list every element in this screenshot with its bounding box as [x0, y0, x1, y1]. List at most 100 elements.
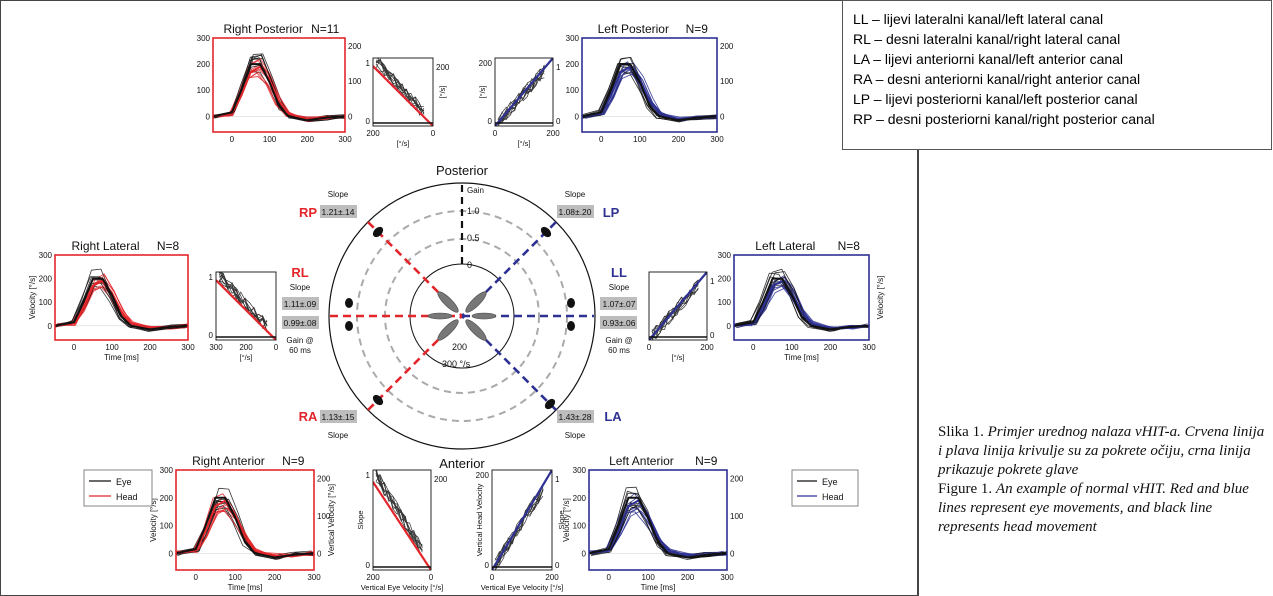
ll-gain60-box	[600, 316, 637, 329]
scatter-panel-lp: 0 200 [°/s] 200 0 1 0 [°/s]	[478, 57, 561, 148]
x-tick-label: 100	[228, 573, 242, 582]
scatter-trace	[494, 489, 544, 569]
legend-lp: LP – lijevi posteriorni kanal/left poste…	[853, 91, 1138, 107]
x-tick-label: 0	[606, 573, 611, 582]
panel-title: Right Anterior	[192, 454, 265, 468]
la-slope-value: 1.43±.28	[558, 412, 591, 422]
y-axis-label: Velocity [°/s]	[149, 498, 158, 542]
left-anterior-panel: Left Anterior N=9 300 200 100 0 200 100 0 0 100 200…	[562, 454, 744, 592]
x-axis-label: [°/s]	[671, 353, 684, 362]
rl-label: RL	[291, 265, 308, 280]
panel-frame	[175, 469, 315, 571]
rl-slope-box	[282, 297, 319, 310]
traces	[734, 268, 869, 333]
caption-hr-text: Primjer urednog nalaza vHIT-a. Crvena li…	[938, 424, 1265, 478]
y-tick-label: 100	[573, 522, 587, 531]
y-tick-label: 300	[197, 34, 211, 43]
y-tick-label: 0	[575, 112, 580, 121]
rp-slope-value: 1.21±.14	[321, 207, 354, 217]
panel-frame	[588, 469, 728, 571]
panel-n: N=9	[695, 454, 718, 468]
x-tick-label: 300	[710, 135, 724, 144]
x-axis-label: Vertical Eye Velocity [°/s]	[361, 583, 444, 592]
traces	[176, 487, 314, 560]
x-tick-label: 300	[209, 343, 223, 352]
figure-caption: Slika 1. Primjer urednog nalaza vHIT-a. …	[938, 423, 1268, 537]
y-left-tick-label: 1	[366, 471, 371, 480]
x-tick-label: 0	[751, 343, 756, 352]
la-slope-box	[557, 410, 594, 423]
x-tick-label: 300	[720, 573, 734, 582]
y-right-tick-label: 1	[556, 63, 561, 72]
rl-slope-value: 1.11±.09	[284, 299, 317, 309]
x-axis-label: [°/s]	[396, 139, 409, 148]
y-tick-label: 300	[160, 466, 174, 475]
panel-n: N=8	[157, 239, 180, 253]
x-tick-label: 0	[647, 343, 652, 352]
scatter-frame	[372, 57, 434, 127]
y-right-tick-label: 200	[436, 63, 450, 72]
y-left-tick-label: 0	[488, 117, 493, 126]
y-axis-label: [°/s]	[478, 85, 487, 98]
eye-trace	[589, 493, 724, 556]
scatter-trace	[375, 59, 425, 107]
regression-line	[216, 279, 276, 340]
x-tick-label: 200	[239, 343, 253, 352]
x-tick-label: 200	[301, 135, 315, 144]
y-left-tick-label: 0	[485, 561, 490, 570]
y-right-tick-label: 1	[555, 475, 560, 484]
y-right-tick-label: 0	[348, 112, 353, 121]
panel-title: Right Lateral	[72, 239, 140, 253]
panel-frame	[212, 37, 346, 133]
scatter-trace	[375, 58, 425, 114]
panel-title: Left Lateral	[755, 239, 815, 253]
velocity-tick-200: 200	[452, 342, 467, 352]
x-tick-label: 100	[641, 573, 655, 582]
y-right-tick-label: 200	[434, 475, 448, 484]
scatter-trace	[494, 486, 544, 567]
legend-rp: RP – desni posteriorni kanal/right poste…	[853, 111, 1155, 127]
rl-gain60-marker	[345, 321, 353, 331]
rl-slope-label: Slope	[290, 283, 311, 292]
lp-slope-value: 1.08±.20	[558, 207, 591, 217]
x-tick-label: 200	[672, 135, 686, 144]
rl-gain60-label-1: Gain @	[286, 336, 313, 345]
x-tick-label: 200	[546, 129, 560, 138]
panel-n: N=9	[686, 22, 709, 36]
head-trace	[734, 268, 869, 333]
x-tick-label: 0	[599, 135, 604, 144]
y-axis-label: Slope	[356, 510, 365, 529]
caption-en-label: Figure 1.	[938, 481, 993, 497]
x-tick-label: 200	[545, 573, 559, 582]
ll-gain60-label-1: Gain @	[605, 336, 632, 345]
head-mean-line	[734, 277, 869, 331]
x-tick-label: 0	[230, 135, 235, 144]
y-tick-label: 300	[566, 34, 580, 43]
regression-line	[495, 58, 553, 126]
x-tick-label: 200	[681, 573, 695, 582]
x-tick-label: 300	[307, 573, 321, 582]
y-tick-label: 0	[169, 549, 174, 558]
y-right-tick-label: 0	[730, 549, 735, 558]
y-tick-label: 0	[206, 112, 211, 121]
ll-gain60-marker	[567, 321, 575, 331]
lp-label: LP	[603, 205, 620, 220]
y-axis-label: [°/s]	[438, 85, 447, 98]
scatter-panel-rp: 200 0 [°/s] 1 0 200 [°/s]	[366, 57, 450, 148]
regression-line	[649, 272, 707, 340]
x-tick-label: 200	[824, 343, 838, 352]
regression-line	[373, 65, 433, 126]
scatter-frame	[372, 469, 432, 571]
abbreviation-legend: LL – lijevi lateralni kanal/left lateral…	[842, 0, 1272, 150]
head-trace	[176, 505, 312, 556]
right-lateral-panel: Right Lateral N=8 300 200 100 0 0 100 200 300 Time…	[28, 239, 195, 362]
x-tick-label: 200	[143, 343, 157, 352]
y-left-tick-label: 1	[366, 59, 371, 68]
y-tick-label: 200	[566, 60, 580, 69]
polar-outer-ring	[328, 182, 596, 450]
rp-slope-label: Slope	[328, 190, 349, 199]
panel-n: N=11	[311, 22, 339, 36]
rp-slope-box	[320, 205, 357, 218]
y-tick-label: 200	[718, 275, 732, 284]
